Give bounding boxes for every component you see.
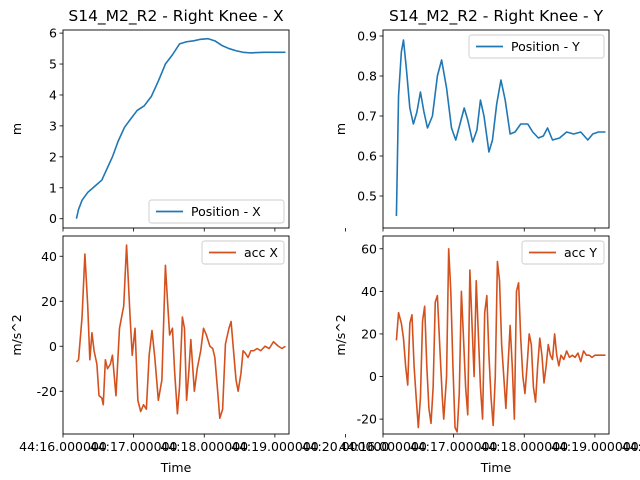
legend-label: Position - Y	[511, 39, 580, 54]
y-tick-label: 40	[41, 249, 57, 264]
plot-frame	[382, 235, 610, 435]
y-tick-label: 4	[49, 87, 57, 102]
y-tick-label: 1	[49, 180, 57, 195]
y-tick-label: 3	[49, 118, 57, 133]
plot-frame	[62, 235, 290, 435]
y-tick-label: 0	[369, 369, 377, 384]
x-tick-label: 44:16.000000	[19, 439, 107, 454]
legend-box	[468, 34, 605, 59]
y-tick-label: 0.7	[357, 109, 377, 124]
y-tick-label: 20	[41, 294, 57, 309]
y-axis-label: m/s^2	[333, 314, 348, 355]
y-tick-label: -20	[357, 412, 377, 427]
y-tick-label: 0.6	[357, 149, 377, 164]
y-axis-label: m	[9, 123, 24, 135]
x-tick-label: 44:19.000000	[231, 439, 319, 454]
series-line-acc-y	[395, 247, 606, 433]
y-tick-label: 20	[361, 326, 377, 341]
y-tick-label: 2	[49, 149, 57, 164]
x-tick-label: 44:18.000000	[480, 439, 568, 454]
legend-label: acc X	[244, 245, 278, 260]
x-tick-label: 44:16.000000	[339, 439, 427, 454]
y-tick-label: 40	[361, 284, 377, 299]
y-tick-label: 5	[49, 57, 57, 72]
legend: acc Y	[521, 240, 605, 265]
series-line-position-y	[395, 39, 606, 217]
y-tick-label: 0.9	[357, 29, 377, 44]
chart-panel-2: S14_M2_R2 - Right Knee - Y 0.5 0.6 0.7 0.8 0.…	[333, 7, 610, 232]
y-tick-label: 0	[49, 211, 57, 226]
chart-panel-4: -200204060m/s^244:16.00000044:17.0000004…	[333, 235, 640, 475]
x-tick-label: 44:17.000000	[90, 439, 178, 454]
chart-title: S14_M2_R2 - Right Knee - X	[68, 7, 284, 26]
y-axis-label: m/s^2	[9, 314, 24, 355]
y-tick-label: 0	[49, 339, 57, 354]
legend-box	[521, 240, 605, 265]
x-tick-label: 44:17.000000	[410, 439, 498, 454]
series-line-position-x	[75, 37, 286, 219]
x-tick-label: 44:20.000000	[302, 439, 390, 454]
y-tick-label: 0.5	[357, 189, 377, 204]
chart-panel-3: -2002040m/s^244:16.00000044:17.00000044:…	[9, 235, 390, 475]
legend-box	[148, 199, 285, 224]
x-tick-label: 44:18.000000	[160, 439, 248, 454]
y-axis-label: m	[333, 123, 348, 135]
plot-frame	[382, 29, 610, 229]
chart-panel-1: S14_M2_R2 - Right Knee - X 0 1 2 3 4 5 6 m Positi…	[9, 7, 346, 232]
legend: Position - X	[148, 199, 285, 224]
chart-title: S14_M2_R2 - Right Knee - Y	[389, 7, 604, 26]
y-tick-label: -20	[37, 384, 57, 399]
series-line-acc-x	[75, 244, 286, 420]
legend-label: Position - X	[191, 204, 261, 219]
plot-frame	[62, 29, 290, 229]
legend: Position - Y	[468, 34, 605, 59]
x-tick-label: 44:19.000000	[551, 439, 639, 454]
y-tick-label: 6	[49, 26, 57, 41]
y-tick-label: 60	[361, 241, 377, 256]
y-tick-label: 0.8	[357, 69, 377, 84]
x-axis-label: Time	[160, 460, 192, 475]
legend-label: acc Y	[564, 245, 597, 260]
legend-box	[201, 240, 285, 265]
x-axis-label: Time	[480, 460, 512, 475]
x-tick-label: 44:20.000000	[622, 439, 640, 454]
legend: acc X	[201, 240, 285, 265]
